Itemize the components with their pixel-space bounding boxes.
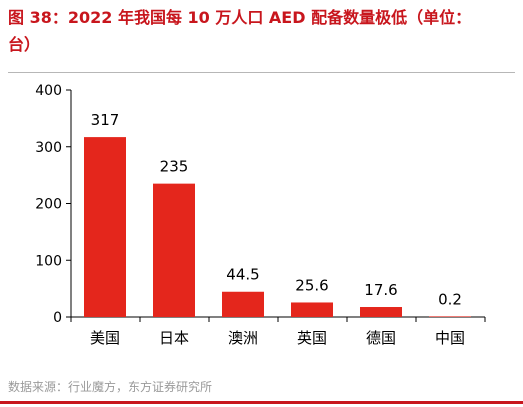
bar-德国 (360, 307, 402, 317)
y-tick-label: 0 (53, 310, 62, 326)
data-label: 17.6 (364, 281, 397, 299)
data-label: 44.5 (226, 266, 259, 284)
y-tick-label: 100 (35, 253, 62, 269)
bar-英国 (291, 302, 333, 317)
bottom-rule (0, 401, 523, 404)
bar-澳洲 (222, 291, 264, 317)
bar-美国 (84, 137, 126, 317)
data-label: 25.6 (295, 276, 328, 294)
x-category-label: 日本 (159, 329, 189, 347)
bar-日本 (153, 183, 195, 317)
x-category-label: 德国 (366, 329, 396, 347)
x-category-label: 澳洲 (228, 329, 258, 347)
x-category-label: 美国 (90, 329, 120, 347)
bar-中国 (429, 316, 471, 317)
data-label: 317 (91, 111, 120, 129)
y-tick-label: 300 (35, 140, 62, 156)
title-divider (8, 72, 515, 73)
y-tick-label: 200 (35, 197, 62, 213)
x-category-label: 中国 (435, 329, 465, 347)
y-tick-label: 400 (35, 83, 62, 99)
x-category-label: 英国 (297, 329, 327, 347)
data-label: 0.2 (438, 290, 462, 308)
figure-title: 图 38：2022 年我国每 10 万人口 AED 配备数量极低（单位： 台） (8, 4, 514, 58)
figure-title-line-2: 台） (8, 35, 41, 54)
source-note: 数据来源：行业魔方，东方证券研究所 (8, 380, 213, 394)
data-label: 235 (160, 158, 189, 176)
figure-title-line-1: 图 38：2022 年我国每 10 万人口 AED 配备数量极低（单位： (8, 8, 472, 27)
